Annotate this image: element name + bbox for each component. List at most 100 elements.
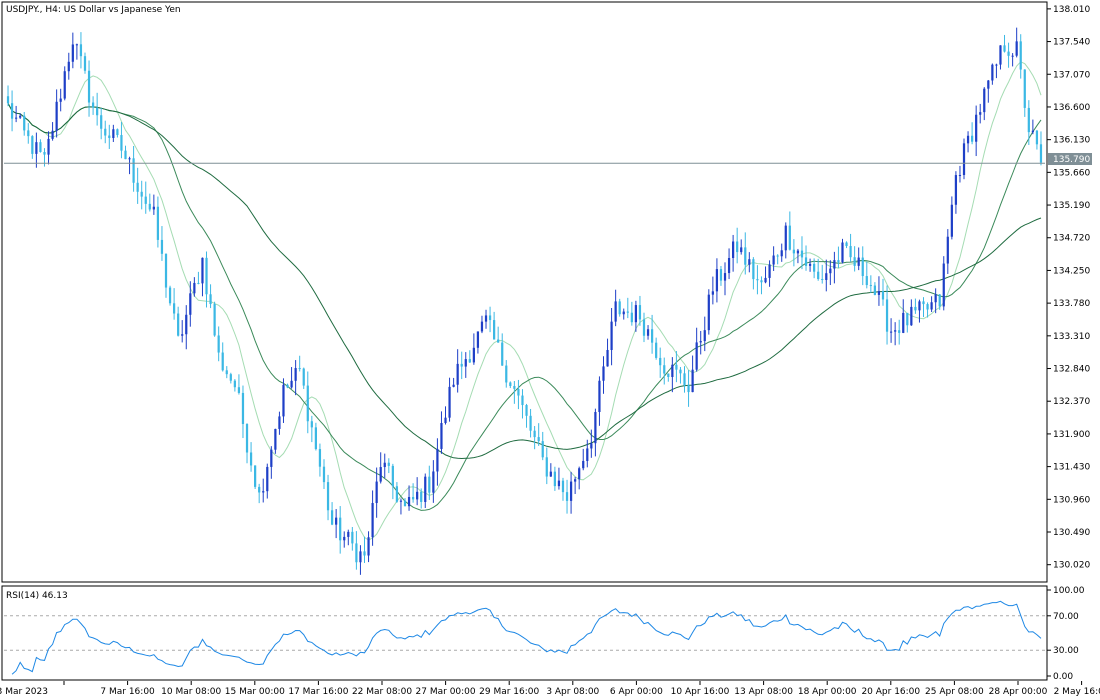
candle [245, 423, 249, 464]
candle [630, 301, 633, 326]
candle-body [574, 479, 577, 482]
candle-body [975, 114, 978, 142]
candle [942, 256, 945, 311]
candle [533, 426, 536, 450]
candle-body [59, 98, 62, 102]
candle-body [719, 269, 723, 281]
candle [185, 305, 188, 350]
candle [792, 239, 795, 267]
time-tick-label: 20 Apr 16:00 [861, 687, 920, 697]
candle-body [501, 342, 504, 366]
candle-body [569, 481, 573, 501]
candle-body [727, 258, 731, 274]
candle-body [96, 107, 99, 116]
candle-body [946, 236, 949, 264]
candle-body [889, 331, 893, 333]
candle [817, 258, 820, 281]
candle-body [687, 385, 690, 393]
candle [189, 281, 192, 327]
candle-body [1039, 144, 1043, 163]
price-tick-label: 134.250 [1053, 266, 1090, 276]
candle [51, 122, 54, 141]
candle-body [857, 257, 860, 266]
price-tick-label: 130.020 [1053, 561, 1090, 571]
candle-body [185, 314, 188, 335]
candle [6, 85, 10, 107]
candle [788, 211, 791, 251]
candle [63, 66, 66, 101]
candle-body [898, 330, 901, 333]
candle-body [351, 531, 354, 544]
candle-body [942, 263, 945, 307]
candle [1003, 34, 1006, 53]
candle-body [861, 257, 864, 277]
rsi-indicator: 100.00 70.00 30.00 0.00 [4, 586, 1085, 682]
candle [493, 311, 496, 340]
candle-body [736, 241, 739, 253]
time-tick-label: 25 Apr 08:00 [925, 687, 984, 697]
candle [780, 243, 783, 262]
candle [302, 367, 305, 390]
candle [760, 276, 763, 295]
time-tick-label: 22 Mar 08:00 [352, 687, 412, 697]
candle [1011, 53, 1014, 67]
candle-body [108, 135, 111, 138]
candle-body [995, 64, 998, 66]
candle-body [476, 331, 480, 348]
candle [428, 465, 431, 500]
candle [314, 422, 317, 451]
rsi-plot-frame [1, 585, 1048, 681]
candle [756, 265, 759, 295]
candle [181, 320, 184, 343]
candle-body [197, 282, 200, 284]
candle [975, 105, 978, 157]
candle [521, 389, 524, 419]
candle [999, 45, 1002, 70]
moving-average-line [7, 61, 1042, 541]
candle-body [553, 471, 556, 487]
candle [902, 299, 905, 334]
candle [744, 232, 747, 275]
candle [290, 367, 293, 389]
time-tick-label: 6 Apr 00:00 [610, 687, 663, 697]
candle [371, 490, 374, 546]
candle [472, 333, 475, 365]
candle [355, 531, 358, 570]
candle-body [667, 373, 670, 377]
candle-body [958, 175, 962, 177]
candle-body [160, 239, 164, 254]
price-tick-label: 134.720 [1053, 234, 1090, 244]
candle-body [659, 357, 662, 366]
candle-body [695, 342, 698, 370]
rsi-tick-label: 70.00 [1053, 612, 1079, 622]
candle [120, 121, 123, 159]
candle-body [582, 460, 585, 469]
candle [699, 330, 702, 355]
candle-body [140, 191, 143, 197]
candle-body [853, 257, 856, 266]
candle-body [245, 424, 249, 453]
candle-body [513, 385, 516, 389]
candle-body [132, 158, 135, 183]
candle-body [1023, 69, 1026, 108]
candle [979, 103, 982, 124]
candle [266, 463, 269, 499]
candle-body [642, 319, 646, 336]
candle-body [420, 491, 423, 502]
candle [906, 312, 909, 333]
price-tick-label: 132.840 [1053, 365, 1090, 375]
candle [772, 246, 775, 271]
candle-body [31, 136, 34, 154]
candle [865, 261, 868, 289]
time-tick-label: 18 Apr 00:00 [798, 687, 857, 697]
candle [813, 258, 816, 279]
candle [594, 408, 597, 457]
candle-body [460, 363, 463, 367]
candle [1023, 69, 1026, 117]
candle-body [655, 342, 658, 358]
candle [719, 265, 723, 286]
candle-body [549, 471, 552, 477]
rsi-tick-label: 30.00 [1053, 646, 1079, 656]
candle [484, 309, 488, 329]
candle [476, 331, 480, 354]
